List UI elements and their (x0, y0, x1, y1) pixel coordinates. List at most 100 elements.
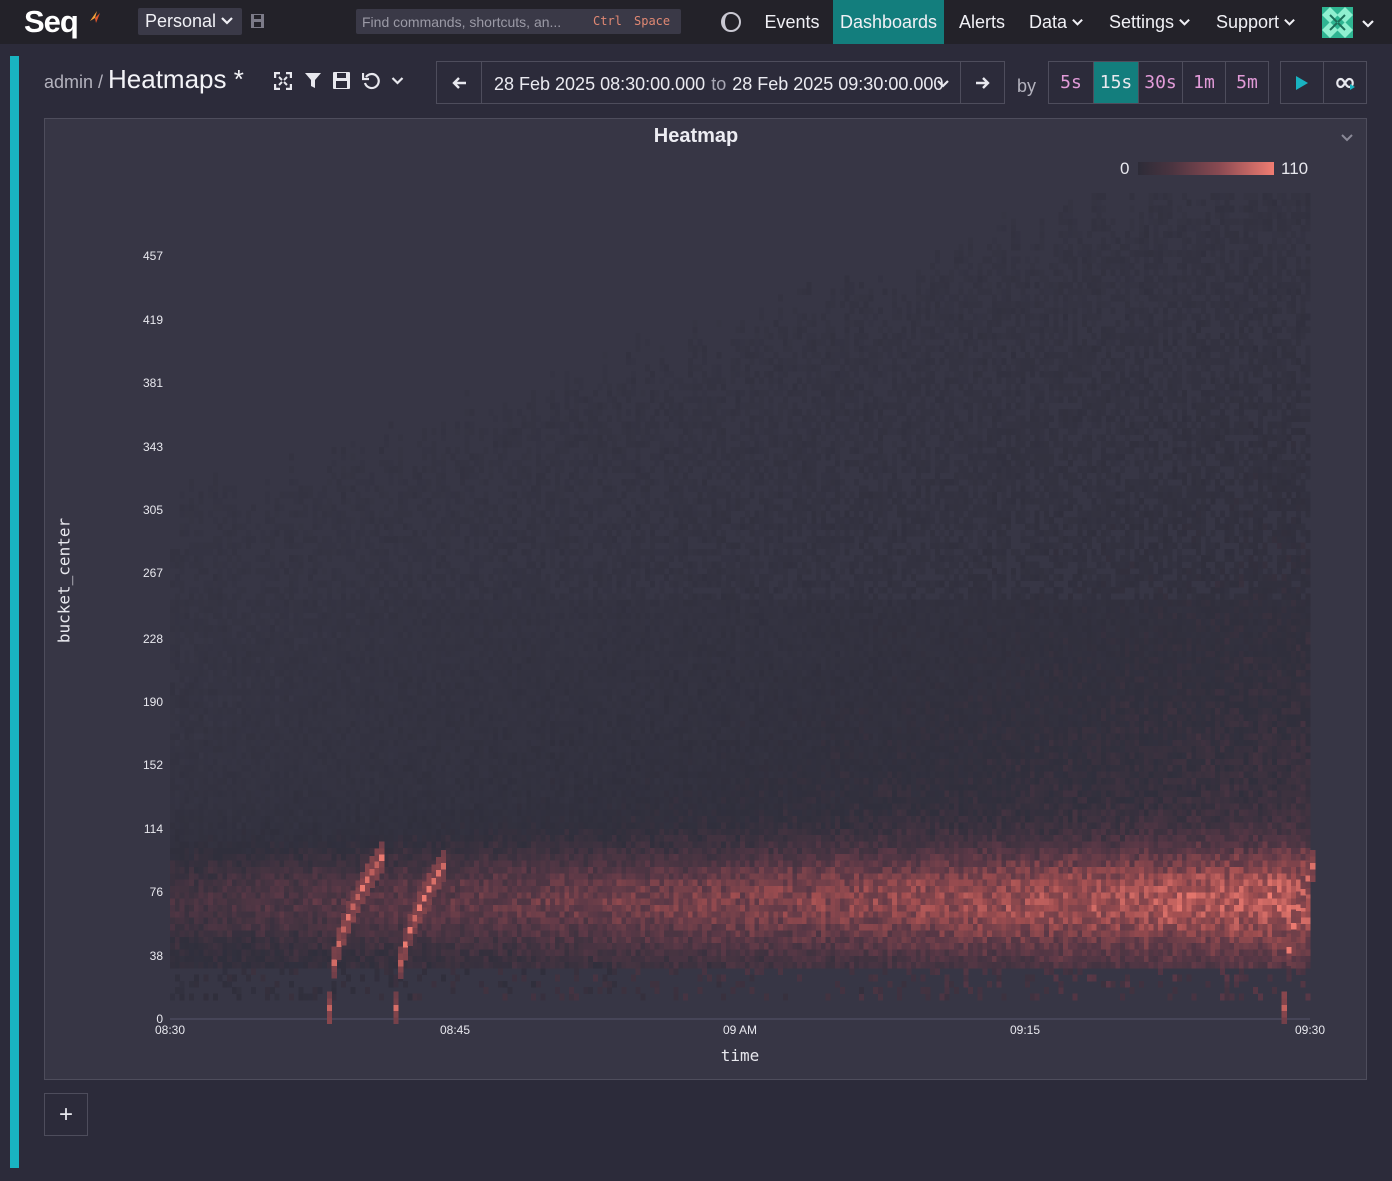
heatmap-cell (308, 663, 313, 670)
heatmap-cell (427, 498, 432, 505)
heatmap-cell (446, 803, 451, 810)
heatmap-cell (303, 924, 308, 931)
heatmap-cell (203, 797, 208, 804)
heatmap-cell (317, 733, 322, 740)
heatmap-cell (227, 975, 232, 982)
heatmap-cell (265, 886, 270, 893)
heatmap-cell (403, 790, 408, 797)
heatmap-cell (460, 689, 465, 696)
heatmap-cell (270, 695, 275, 702)
heatmap-cell (346, 835, 351, 842)
heatmap-cell (232, 650, 237, 657)
heatmap-cell (256, 803, 261, 810)
heatmap-cell (412, 949, 417, 956)
heatmap-cell (308, 816, 313, 823)
heatmap-cell (422, 466, 427, 473)
heatmap-cell (194, 873, 199, 880)
heatmap-cell (422, 644, 427, 651)
heatmap-cell (170, 600, 175, 607)
heatmap-cell (180, 835, 185, 842)
heatmap-cell (355, 562, 360, 569)
heatmap-cell (450, 854, 455, 861)
heatmap-cell (431, 657, 436, 664)
heatmap-cell (441, 790, 446, 797)
heatmap-cell (446, 758, 451, 765)
heatmap-cell (460, 867, 465, 874)
heatmap-cell (279, 943, 284, 950)
heatmap-cell (270, 612, 275, 619)
heatmap-cell (460, 873, 465, 880)
heatmap-cell (260, 663, 265, 670)
heatmap-cell (218, 797, 223, 804)
heatmap-cell (298, 625, 303, 632)
heatmap-cell (308, 924, 313, 931)
heatmap-cell (446, 860, 451, 867)
heatmap-cell (256, 797, 261, 804)
heatmap-cell (455, 758, 460, 765)
heatmap-cell (322, 663, 327, 670)
heatmap-cell (322, 917, 327, 924)
heatmap-cell (355, 765, 360, 772)
heatmap-cell (436, 936, 441, 943)
heatmap-cell (175, 943, 180, 950)
heatmap-cell (294, 479, 299, 486)
heatmap-cell (184, 847, 189, 854)
heatmap-cell (199, 746, 204, 753)
heatmap-cell (341, 854, 346, 861)
heatmap-cell (403, 841, 408, 848)
heatmap-cell (175, 879, 180, 886)
heatmap-cell (427, 568, 432, 575)
heatmap-cell (341, 644, 346, 651)
heatmap-cell (427, 638, 432, 645)
heatmap-cell (332, 854, 337, 861)
heatmap-cell (417, 542, 422, 549)
heatmap-cell (365, 733, 370, 740)
heatmap-cell (374, 568, 379, 575)
heatmap-cell (332, 828, 337, 835)
heatmap-cell (370, 600, 375, 607)
heatmap-cell (327, 555, 332, 562)
heatmap-cell (308, 930, 313, 937)
heatmap-cell (408, 816, 413, 823)
heatmap-cell (427, 917, 432, 924)
heatmap-cell (403, 695, 408, 702)
heatmap-cell (279, 962, 284, 969)
heatmap-cell (199, 905, 204, 912)
heatmap-cell (218, 771, 223, 778)
heatmap-cell (289, 797, 294, 804)
heatmap-cell (441, 485, 446, 492)
heatmap-cell (455, 460, 460, 467)
heatmap-cell (341, 511, 346, 518)
heatmap-cell (270, 936, 275, 943)
heatmap-cell (298, 765, 303, 772)
heatmap-cell (374, 968, 379, 975)
heatmap-cell (246, 689, 251, 696)
heatmap-cell (237, 511, 242, 518)
heatmap-cell (389, 739, 394, 746)
heatmap-cell (279, 523, 284, 530)
heatmap-cell (379, 663, 384, 670)
heatmap-cell (189, 638, 194, 645)
heatmap-cell (294, 530, 299, 537)
heatmap-cell (332, 606, 337, 613)
heatmap-cell (403, 504, 408, 511)
heatmap-cell (199, 911, 204, 918)
heatmap-cell (237, 778, 242, 785)
heatmap-cell (408, 619, 413, 626)
heatmap-cell (180, 892, 185, 899)
heatmap-cell (441, 695, 446, 702)
heatmap-cell (251, 905, 256, 912)
heatmap-cell (313, 555, 318, 562)
heatmap-cell (379, 492, 384, 499)
heatmap-cell (332, 701, 337, 708)
heatmap-cell (379, 447, 384, 454)
heatmap-cell (270, 835, 275, 842)
heatmap-cell (322, 739, 327, 746)
heatmap-cell (355, 606, 360, 613)
heatmap-cell (327, 587, 332, 594)
heatmap-cell (184, 955, 189, 962)
heatmap-cell (360, 466, 365, 473)
heatmap-cell (237, 930, 242, 937)
heatmap-cell (374, 549, 379, 556)
heatmap-cell (408, 492, 413, 499)
